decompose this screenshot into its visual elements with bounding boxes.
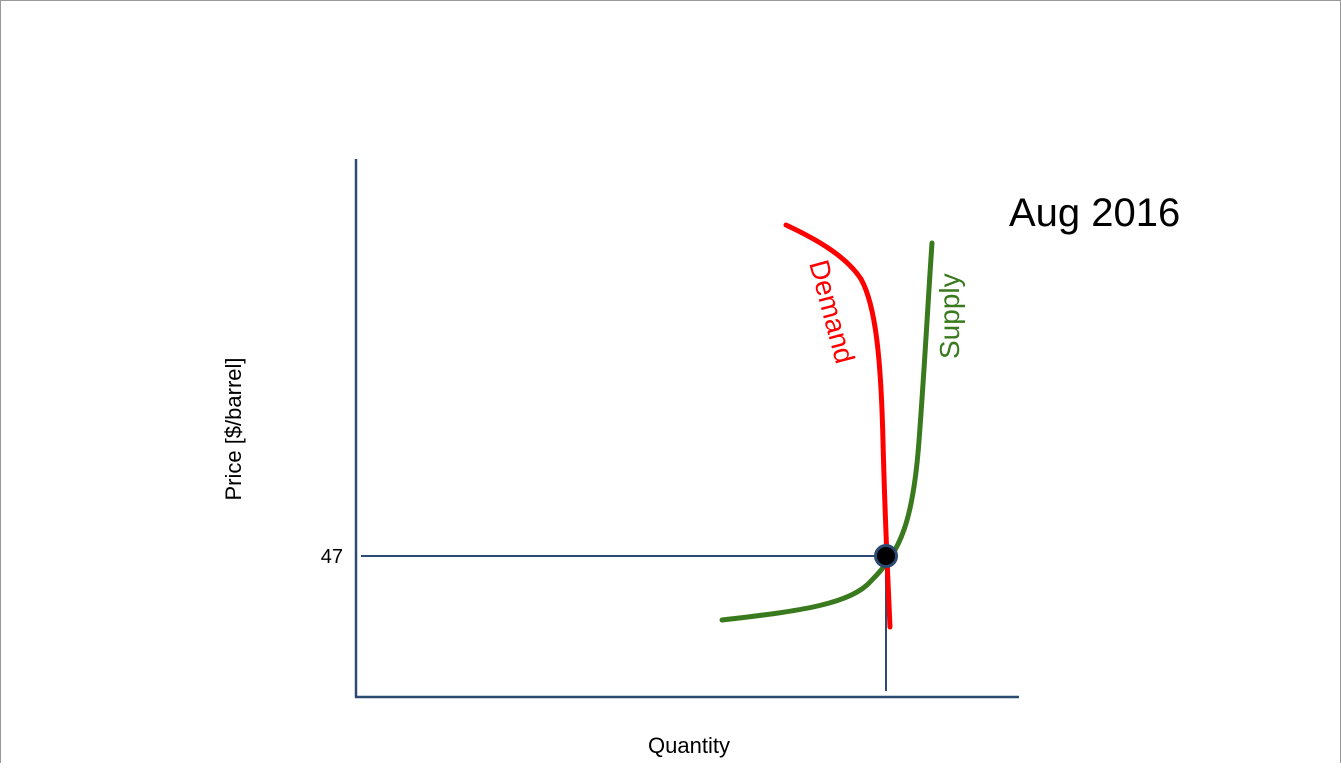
equilibrium-point	[874, 544, 898, 568]
equilibrium-price-label: 47	[321, 546, 343, 568]
demand-label: Demand	[803, 257, 860, 367]
supply-curve	[719, 240, 935, 623]
x-axis-label: Quantity	[648, 733, 730, 758]
supply-label: Supply	[934, 273, 965, 359]
y-axis-label: Price [$/barrel]	[221, 357, 246, 500]
diagram-title: Aug 2016	[1009, 191, 1180, 235]
